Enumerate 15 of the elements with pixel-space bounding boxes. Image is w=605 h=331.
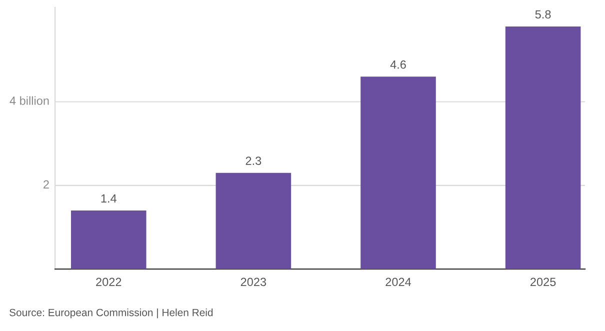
bar [505, 26, 581, 270]
x-tick-label: 2024 [386, 278, 412, 286]
bar [360, 76, 436, 270]
x-tick-label: 2025 [530, 278, 556, 286]
x-tick-label: 2023 [240, 278, 266, 286]
data-label: 4.6 [390, 60, 406, 69]
source-note: Source: European Commission | Helen Reid [10, 308, 213, 318]
data-label: 1.4 [101, 194, 116, 203]
y-tick-label: 2 [44, 180, 49, 188]
y-tick-label: 4 billion [10, 96, 49, 105]
data-label: 5.8 [535, 10, 551, 19]
x-tick-label: 2022 [96, 278, 122, 286]
bar [216, 172, 292, 270]
bar [70, 210, 146, 270]
data-label: 2.3 [246, 156, 262, 165]
